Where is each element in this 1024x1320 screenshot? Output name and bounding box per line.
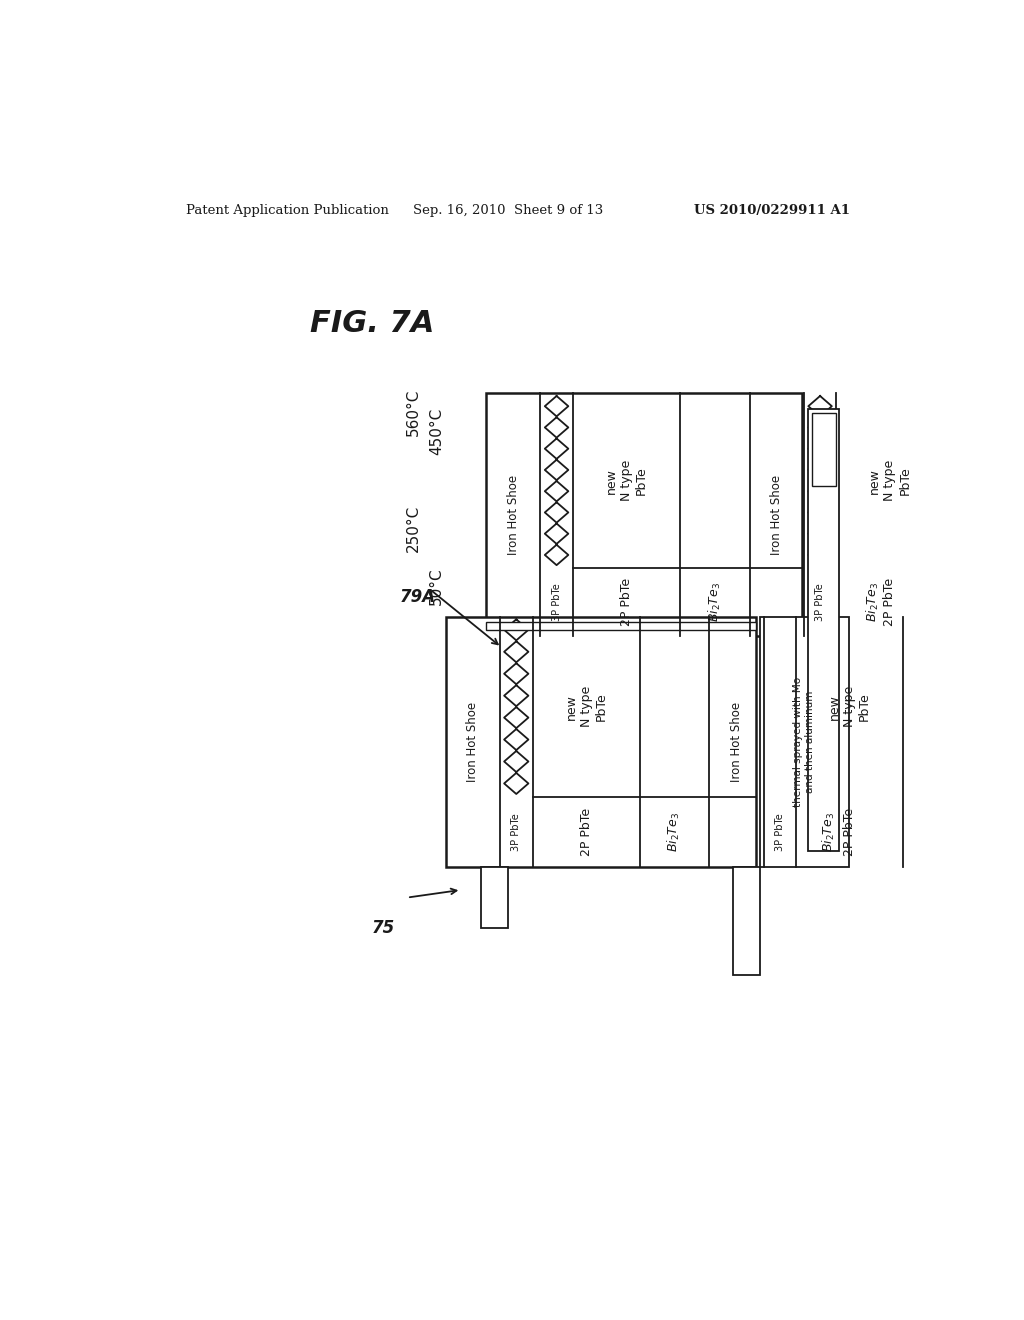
Bar bbox=[812, 412, 837, 486]
Text: thermal sprayed with Mo
and then aluminum: thermal sprayed with Mo and then aluminu… bbox=[794, 677, 815, 807]
Text: 3P PbTe: 3P PbTe bbox=[775, 813, 784, 850]
Text: 2P PbTe: 2P PbTe bbox=[884, 578, 896, 626]
Text: 450°C: 450°C bbox=[429, 408, 444, 455]
Text: $Bi_2Te_3$: $Bi_2Te_3$ bbox=[707, 582, 723, 622]
Text: 3P PbTe: 3P PbTe bbox=[815, 583, 825, 620]
Text: 79A: 79A bbox=[399, 589, 435, 606]
Text: new
N type
PbTe: new N type PbTe bbox=[868, 459, 911, 502]
Text: US 2010/0229911 A1: US 2010/0229911 A1 bbox=[693, 205, 850, 218]
Bar bbox=[760, 616, 849, 867]
Bar bbox=[486, 393, 802, 636]
Text: 560°C: 560°C bbox=[406, 389, 421, 436]
Bar bbox=[486, 622, 756, 631]
Text: $Bi_2Te_3$: $Bi_2Te_3$ bbox=[821, 812, 838, 851]
Text: Patent Application Publication: Patent Application Publication bbox=[186, 205, 389, 218]
Text: $Bi_2Te_3$: $Bi_2Te_3$ bbox=[667, 812, 682, 851]
Text: $Bi_2Te_3$: $Bi_2Te_3$ bbox=[864, 582, 881, 622]
Bar bbox=[445, 616, 756, 867]
Text: Iron Hot Shoe: Iron Hot Shoe bbox=[466, 702, 479, 781]
Text: new
N type
PbTe: new N type PbTe bbox=[828, 686, 871, 727]
Text: Sep. 16, 2010  Sheet 9 of 13: Sep. 16, 2010 Sheet 9 of 13 bbox=[414, 205, 603, 218]
Text: new
N type
PbTe: new N type PbTe bbox=[605, 459, 648, 502]
Text: 2P PbTe: 2P PbTe bbox=[620, 578, 633, 626]
Bar bbox=[809, 409, 840, 851]
Text: Iron Hot Shoe: Iron Hot Shoe bbox=[770, 474, 783, 554]
Text: 50°C: 50°C bbox=[429, 566, 444, 605]
Text: new
N type
PbTe: new N type PbTe bbox=[564, 686, 607, 727]
Text: 3P PbTe: 3P PbTe bbox=[552, 583, 561, 620]
Text: FIG. 7A: FIG. 7A bbox=[310, 309, 434, 338]
Text: Iron Hot Shoe: Iron Hot Shoe bbox=[730, 702, 742, 781]
Text: 3P PbTe: 3P PbTe bbox=[511, 813, 521, 850]
Text: 2P PbTe: 2P PbTe bbox=[580, 808, 593, 855]
Bar bbox=[732, 867, 760, 974]
Bar bbox=[480, 867, 508, 928]
Text: 2P PbTe: 2P PbTe bbox=[843, 808, 856, 855]
Text: 75: 75 bbox=[372, 920, 395, 937]
Text: Iron Hot Shoe: Iron Hot Shoe bbox=[507, 474, 519, 554]
Text: 250°C: 250°C bbox=[406, 504, 421, 552]
